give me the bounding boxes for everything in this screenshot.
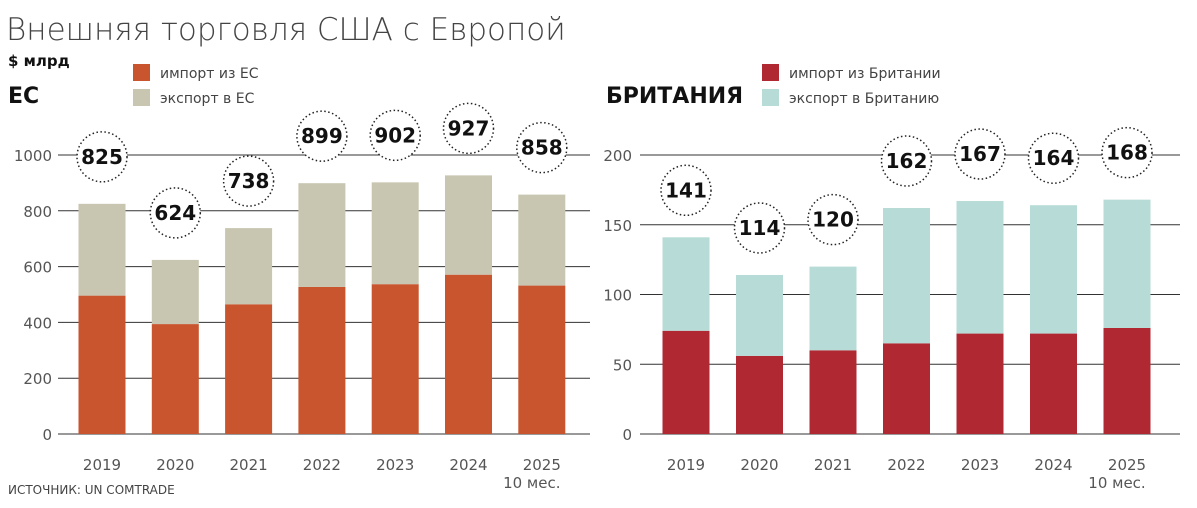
eu-x-tick-label: 2019 [83, 456, 121, 474]
uk-bar-export [883, 208, 930, 344]
uk-bar-export [956, 201, 1004, 334]
eu-bar-import [151, 324, 199, 434]
chart-title: Внешняя торговля США с Европой [6, 12, 566, 48]
uk-legend-label: экспорт в Британию [789, 91, 939, 107]
uk-bar-import [662, 330, 710, 434]
uk-x-tick-label: 2021 [814, 456, 852, 474]
eu-panel-title: ЕС [8, 84, 39, 109]
source-note: ИСТОЧНИК: UN COMTRADE [8, 483, 175, 497]
uk-total-label: 162 [886, 149, 928, 173]
eu-x-tick-label: 2023 [376, 456, 414, 474]
eu-total-circle [149, 187, 202, 239]
uk-bar-export [1030, 205, 1077, 334]
eu-total-circle [76, 131, 128, 183]
eu-total-circle [296, 110, 348, 162]
eu-bar-import [298, 286, 346, 434]
eu-bar-export [151, 259, 199, 325]
eu-y-tick-label: 1000 [14, 147, 52, 165]
eu-total-label: 738 [228, 169, 270, 193]
unit-label: $ млрд [8, 52, 70, 70]
eu-bar-export [298, 183, 346, 287]
uk-total-circle [954, 128, 1006, 180]
uk-x-tick-label: 2025 [1108, 456, 1146, 474]
uk-total-label: 164 [1033, 146, 1075, 170]
uk-y-tick-label: 0 [622, 426, 632, 444]
eu-bar-export [445, 175, 492, 275]
eu-total-label: 902 [374, 123, 416, 147]
eu-bar-import [371, 284, 419, 434]
eu-y-tick-label: 800 [23, 203, 52, 221]
uk-total-circle [660, 164, 712, 217]
uk-x-tick-label: 2019 [667, 456, 705, 474]
eu-total-label: 624 [154, 201, 196, 225]
eu-total-label: 858 [521, 136, 563, 160]
uk-total-circle [733, 202, 786, 254]
uk-panel-title: БРИТАНИЯ [606, 84, 743, 109]
eu-bar-import [78, 295, 126, 434]
eu-x-tick-label: 2022 [303, 456, 341, 474]
uk-y-tick-label: 50 [613, 356, 632, 374]
uk-x-tick-label: 2023 [961, 456, 999, 474]
uk-bar-export [1103, 199, 1151, 328]
uk-bar-export [809, 266, 857, 351]
uk-x-tick-label: 2020 [740, 456, 778, 474]
uk-bar-import [1103, 327, 1151, 434]
eu-legend-swatch [133, 89, 150, 106]
uk-y-tick-label: 100 [603, 287, 632, 305]
eu-bar-export [518, 194, 566, 286]
uk-bar-import [956, 333, 1004, 434]
uk-category-note: 10 мес. [1088, 474, 1145, 492]
eu-y-tick-label: 600 [23, 259, 52, 277]
uk-total-circle [1101, 126, 1153, 179]
eu-y-tick-label: 200 [23, 370, 52, 388]
uk-bar-import [1030, 333, 1077, 434]
uk-legend-swatch [762, 64, 779, 81]
uk-bar-export [662, 237, 710, 331]
eu-bar-import [225, 304, 273, 434]
uk-total-label: 114 [739, 216, 781, 240]
uk-total-label: 168 [1106, 141, 1148, 165]
eu-total-label: 825 [81, 145, 123, 169]
uk-bar-import [809, 350, 857, 434]
uk-bar-import [736, 355, 783, 434]
uk-total-label: 120 [812, 208, 854, 232]
eu-total-circle [516, 121, 568, 174]
eu-category-note: 10 мес. [503, 474, 560, 492]
eu-x-tick-label: 2021 [230, 456, 268, 474]
uk-total-circle [807, 193, 859, 246]
eu-bar-import [445, 274, 492, 434]
uk-x-tick-label: 2022 [887, 456, 925, 474]
uk-total-circle [1027, 132, 1080, 184]
eu-bar-export [371, 182, 419, 285]
eu-legend-label: экспорт в ЕС [160, 91, 255, 107]
eu-bar-export [225, 228, 273, 305]
eu-bar-export [78, 203, 126, 296]
uk-x-tick-label: 2024 [1034, 456, 1072, 474]
eu-bar-import [518, 285, 566, 434]
eu-total-circle [442, 102, 495, 155]
uk-y-tick-label: 200 [603, 147, 632, 165]
eu-y-tick-label: 400 [23, 314, 52, 332]
uk-legend-label: импорт из Британии [789, 66, 941, 82]
uk-total-circle [880, 135, 933, 187]
uk-bar-export [736, 274, 783, 356]
uk-y-tick-label: 150 [603, 217, 632, 235]
eu-total-circle [222, 155, 275, 207]
eu-x-tick-label: 2024 [449, 456, 487, 474]
eu-legend-swatch [133, 64, 150, 81]
uk-total-label: 141 [665, 178, 707, 202]
eu-legend-label: импорт из ЕС [160, 66, 259, 82]
eu-total-label: 927 [448, 116, 490, 140]
uk-bar-import [883, 343, 930, 434]
eu-x-tick-label: 2020 [156, 456, 194, 474]
uk-legend-swatch [762, 89, 779, 106]
eu-total-label: 899 [301, 124, 343, 148]
eu-x-tick-label: 2025 [523, 456, 561, 474]
eu-total-circle [369, 109, 421, 162]
eu-y-tick-label: 0 [42, 426, 52, 444]
uk-total-label: 167 [959, 142, 1001, 166]
